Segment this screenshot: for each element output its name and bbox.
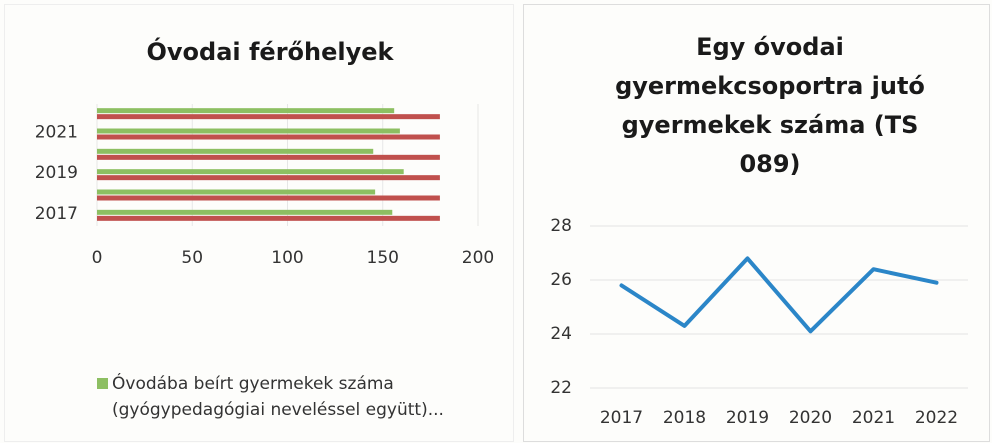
x-tick-label: 100 (271, 248, 303, 268)
chart-border (4, 4, 514, 442)
x-tick-label: 2020 (789, 408, 832, 428)
chart-title: Óvodai férőhelyek (146, 38, 394, 66)
bar (97, 169, 404, 175)
legend-swatch (97, 378, 108, 389)
x-tick-label: 2017 (600, 408, 643, 428)
y-tick-label: 2017 (35, 204, 78, 224)
bar (97, 195, 440, 201)
y-tick-label: 22 (550, 378, 572, 398)
y-tick-label: 28 (550, 216, 572, 236)
x-tick-label: 200 (462, 248, 494, 268)
bar (97, 114, 440, 120)
bar (97, 154, 440, 160)
bar (97, 175, 440, 181)
y-tick-label: 24 (550, 324, 572, 344)
y-tick-label: 2019 (35, 163, 78, 183)
bar (97, 128, 400, 134)
bar (97, 108, 395, 114)
x-tick-label: 2022 (915, 408, 958, 428)
x-tick-label: 2019 (726, 408, 769, 428)
bar (97, 189, 376, 195)
chart-title: Egy óvodai gyermekcsoportra jutó gyermek… (615, 33, 925, 178)
bar (97, 134, 440, 140)
x-tick-label: 150 (367, 248, 399, 268)
y-tick-label: 26 (550, 270, 572, 290)
bar (97, 209, 393, 215)
y-tick-label: 2021 (35, 123, 78, 143)
bar (97, 215, 440, 221)
x-tick-label: 2018 (663, 408, 706, 428)
legend-label: Óvodába beírt gyermekek száma (gyógypeda… (112, 374, 444, 420)
bar (97, 148, 374, 154)
data-line (619, 256, 939, 334)
x-tick-label: 2021 (852, 408, 895, 428)
chart-border (523, 4, 990, 442)
x-tick-label: 50 (181, 248, 203, 268)
x-tick-label: 0 (92, 248, 103, 268)
